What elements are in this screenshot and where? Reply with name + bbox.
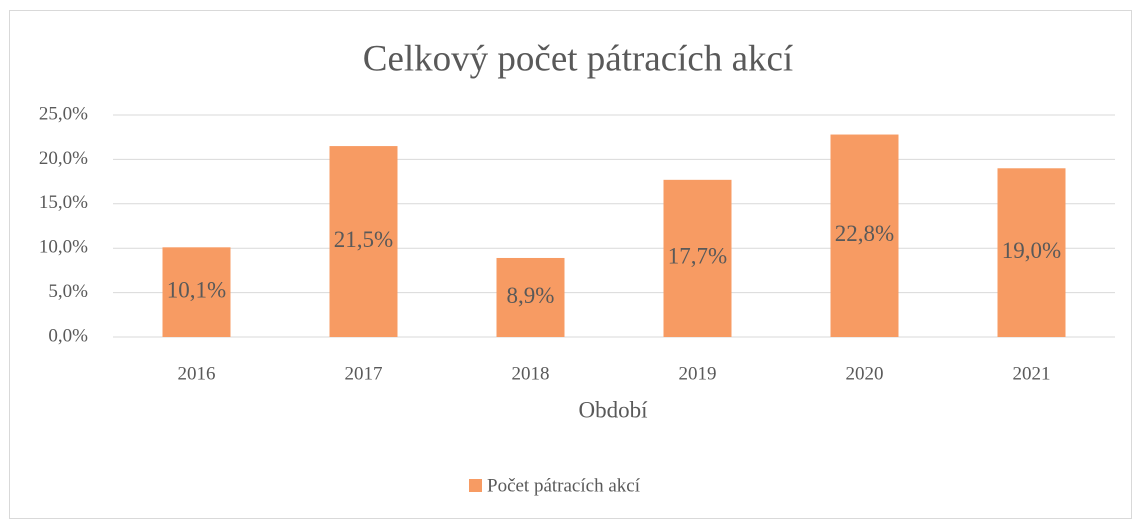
y-tick-label: 20,0% [39, 148, 88, 169]
x-tick-label: 2016 [178, 363, 216, 384]
y-tick-label: 5,0% [48, 281, 88, 302]
x-tick-label: 2021 [1013, 363, 1051, 384]
x-tick-label: 2020 [846, 363, 884, 384]
legend-swatch [469, 479, 482, 492]
x-tick-label: 2017 [345, 363, 383, 384]
bar [830, 134, 899, 337]
data-label: 19,0% [1002, 238, 1061, 263]
y-tick-label: 15,0% [39, 192, 88, 213]
data-label: 17,7% [668, 244, 727, 269]
y-tick-label: 25,0% [39, 103, 88, 124]
data-label: 22,8% [835, 221, 894, 246]
bar [496, 257, 565, 337]
data-label: 21,5% [334, 227, 393, 252]
x-tick-label: 2018 [512, 363, 550, 384]
y-tick-label: 0,0% [48, 325, 88, 346]
legend-label: Počet pátracích akcí [487, 475, 641, 496]
bar [997, 168, 1066, 337]
data-label: 8,9% [507, 283, 555, 308]
bar [663, 179, 732, 337]
bar [329, 146, 398, 337]
chart-title: Celkový počet pátracích akcí [363, 38, 793, 79]
y-tick-label: 10,0% [39, 237, 88, 258]
data-label: 10,1% [167, 277, 226, 302]
x-axis-title: Období [579, 397, 649, 422]
x-tick-label: 2019 [679, 363, 717, 384]
bar [162, 247, 231, 337]
